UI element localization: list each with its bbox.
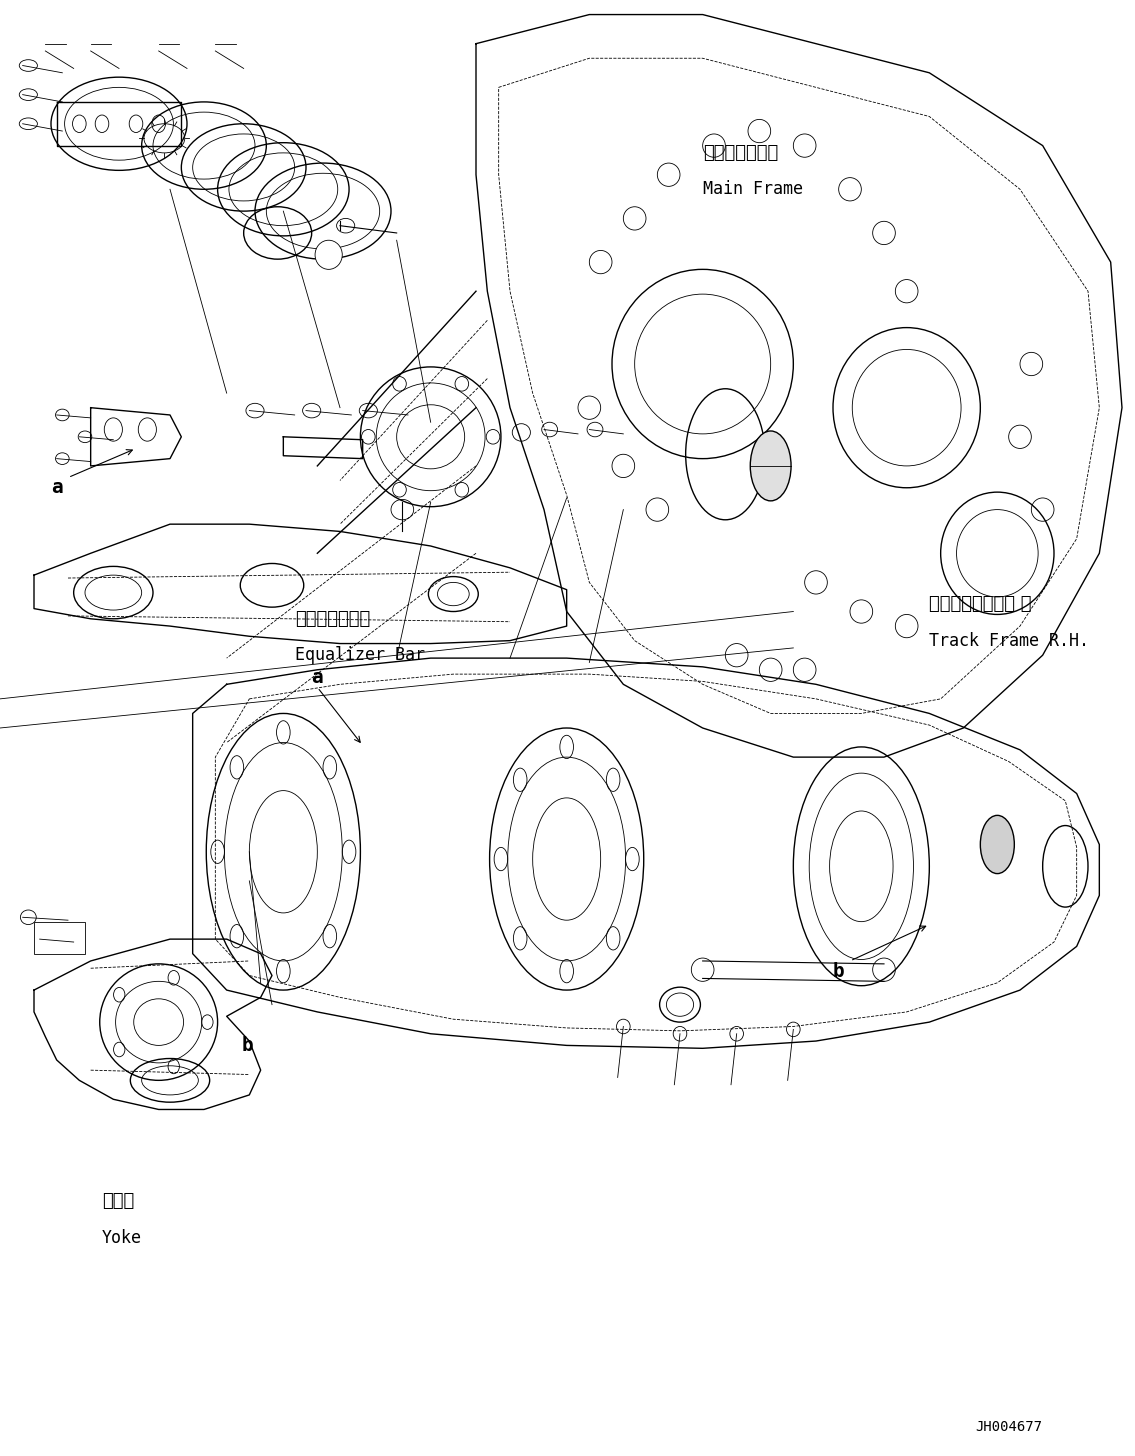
Text: ヨーク: ヨーク (102, 1192, 134, 1210)
Text: Yoke: Yoke (102, 1229, 142, 1246)
Bar (34, 922, 85, 954)
Ellipse shape (981, 815, 1015, 874)
Text: メインフレーム: メインフレーム (703, 144, 777, 162)
Ellipse shape (316, 240, 343, 269)
Text: トラックフレーム 右: トラックフレーム 右 (930, 596, 1032, 613)
Text: イコライザバー: イコライザバー (295, 610, 370, 628)
Text: Main Frame: Main Frame (703, 181, 802, 198)
Text: a: a (311, 667, 323, 687)
Text: Equalizer Bar: Equalizer Bar (295, 646, 424, 664)
Ellipse shape (750, 431, 791, 501)
Text: Track Frame R.H.: Track Frame R.H. (930, 632, 1090, 649)
Text: a: a (51, 478, 62, 498)
Text: JH004677: JH004677 (976, 1420, 1043, 1434)
Text: b: b (242, 1035, 253, 1056)
Text: b: b (833, 961, 844, 981)
